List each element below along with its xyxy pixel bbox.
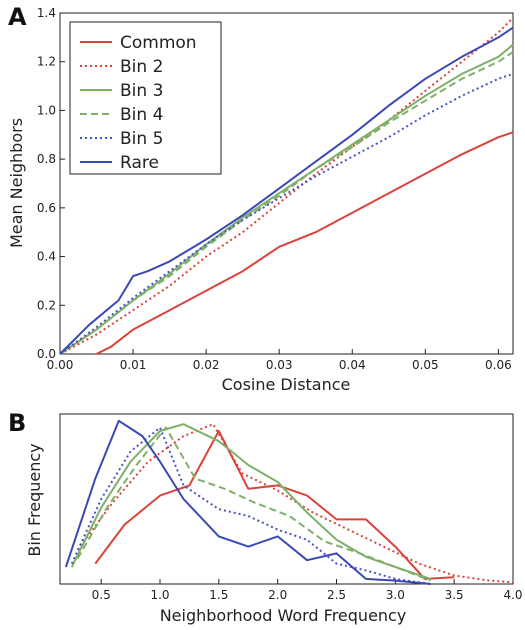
- panel-a-frame: [59, 12, 514, 355]
- legend-label: Bin 2: [120, 57, 163, 77]
- panel-b-series-bin-5: [70, 426, 431, 585]
- legend-label: Bin 5: [120, 129, 163, 149]
- panel-a-x-label: Cosine Distance: [222, 375, 351, 394]
- panel-b-x-tick-label: 3.5: [445, 588, 464, 602]
- panel-label-b: B: [8, 409, 26, 437]
- panel-a-x-tick-label: 0.01: [120, 358, 147, 372]
- panel-a-y-tick-label: 1.0: [37, 103, 56, 117]
- panel-a-series-bin-3: [59, 43, 514, 355]
- panel-a-y-tick-label: 0.2: [37, 298, 56, 312]
- panel-b-y-label: Bin Frequency: [25, 443, 44, 556]
- panel-b-frame: [59, 413, 514, 585]
- legend-label: Common: [120, 33, 197, 53]
- panel-a-series-bin-5: [59, 72, 514, 355]
- panel-a-x-tick-label: 0.02: [193, 358, 220, 372]
- panel-a-x-tick-label: 0.03: [266, 358, 293, 372]
- legend-label: Rare: [120, 153, 159, 173]
- panel-a-y-tick-label: 0.4: [37, 250, 56, 264]
- panel-a-y-tick-label: 0.6: [37, 201, 56, 215]
- panel-b-x-tick-label: 0.5: [92, 588, 111, 602]
- panel-b-x-tick-label: 1.5: [209, 588, 228, 602]
- panel-a-y-tick-label: 0.0: [37, 347, 56, 361]
- panel-a-chart: 0.00 0.01 0.02 0.03 0.04 0.05 0.06 0.0 0.2 0.4 0.6…: [7, 6, 514, 394]
- panel-b-x-tick-label: 1.0: [150, 588, 169, 602]
- panel-b-series-bin-4: [76, 426, 431, 582]
- panel-b-x-tick-label: 2.0: [268, 588, 287, 602]
- legend-label: Bin 3: [120, 81, 163, 101]
- panel-a-x-tick-label: 0.06: [485, 358, 512, 372]
- panel-a-x-tick-label: 0.05: [412, 358, 439, 372]
- panel-b-x-label: Neighborhood Word Frequency: [160, 606, 407, 625]
- panel-b-chart: 0.5 1.0 1.5 2.0 2.5 3.0 3.5 4.0 Neighborhood Wo…: [25, 413, 523, 625]
- panel-a-x-tick-label: 0.00: [47, 358, 74, 372]
- panel-b-series-bin-3: [70, 423, 431, 580]
- panel-a-y-tick-label: 0.8: [37, 152, 56, 166]
- panel-label-a: A: [8, 3, 27, 31]
- legend: Common Bin 2 Bin 3 Bin 4 Bin 5 Rare: [69, 21, 222, 175]
- panel-a-x-tick-label: 0.04: [339, 358, 366, 372]
- panel-b-x-tick-label: 4.0: [503, 588, 522, 602]
- panel-b-series-common: [94, 430, 455, 580]
- legend-label: Bin 4: [120, 105, 163, 125]
- legend-box: [69, 21, 222, 175]
- panel-a-y-tick-label: 1.4: [37, 6, 56, 20]
- panel-b-x-tick-label: 2.5: [327, 588, 346, 602]
- panel-a-series-bin-2: [59, 17, 514, 355]
- panel-a-series-rare: [59, 26, 514, 355]
- panel-a-y-label: Mean Neighbors: [7, 118, 26, 248]
- panel-b-x-tick-label: 3.0: [386, 588, 405, 602]
- panel-a-series-common: [96, 131, 514, 355]
- panel-a-y-tick-label: 1.2: [37, 55, 56, 69]
- panel-b-series-rare: [64, 419, 431, 585]
